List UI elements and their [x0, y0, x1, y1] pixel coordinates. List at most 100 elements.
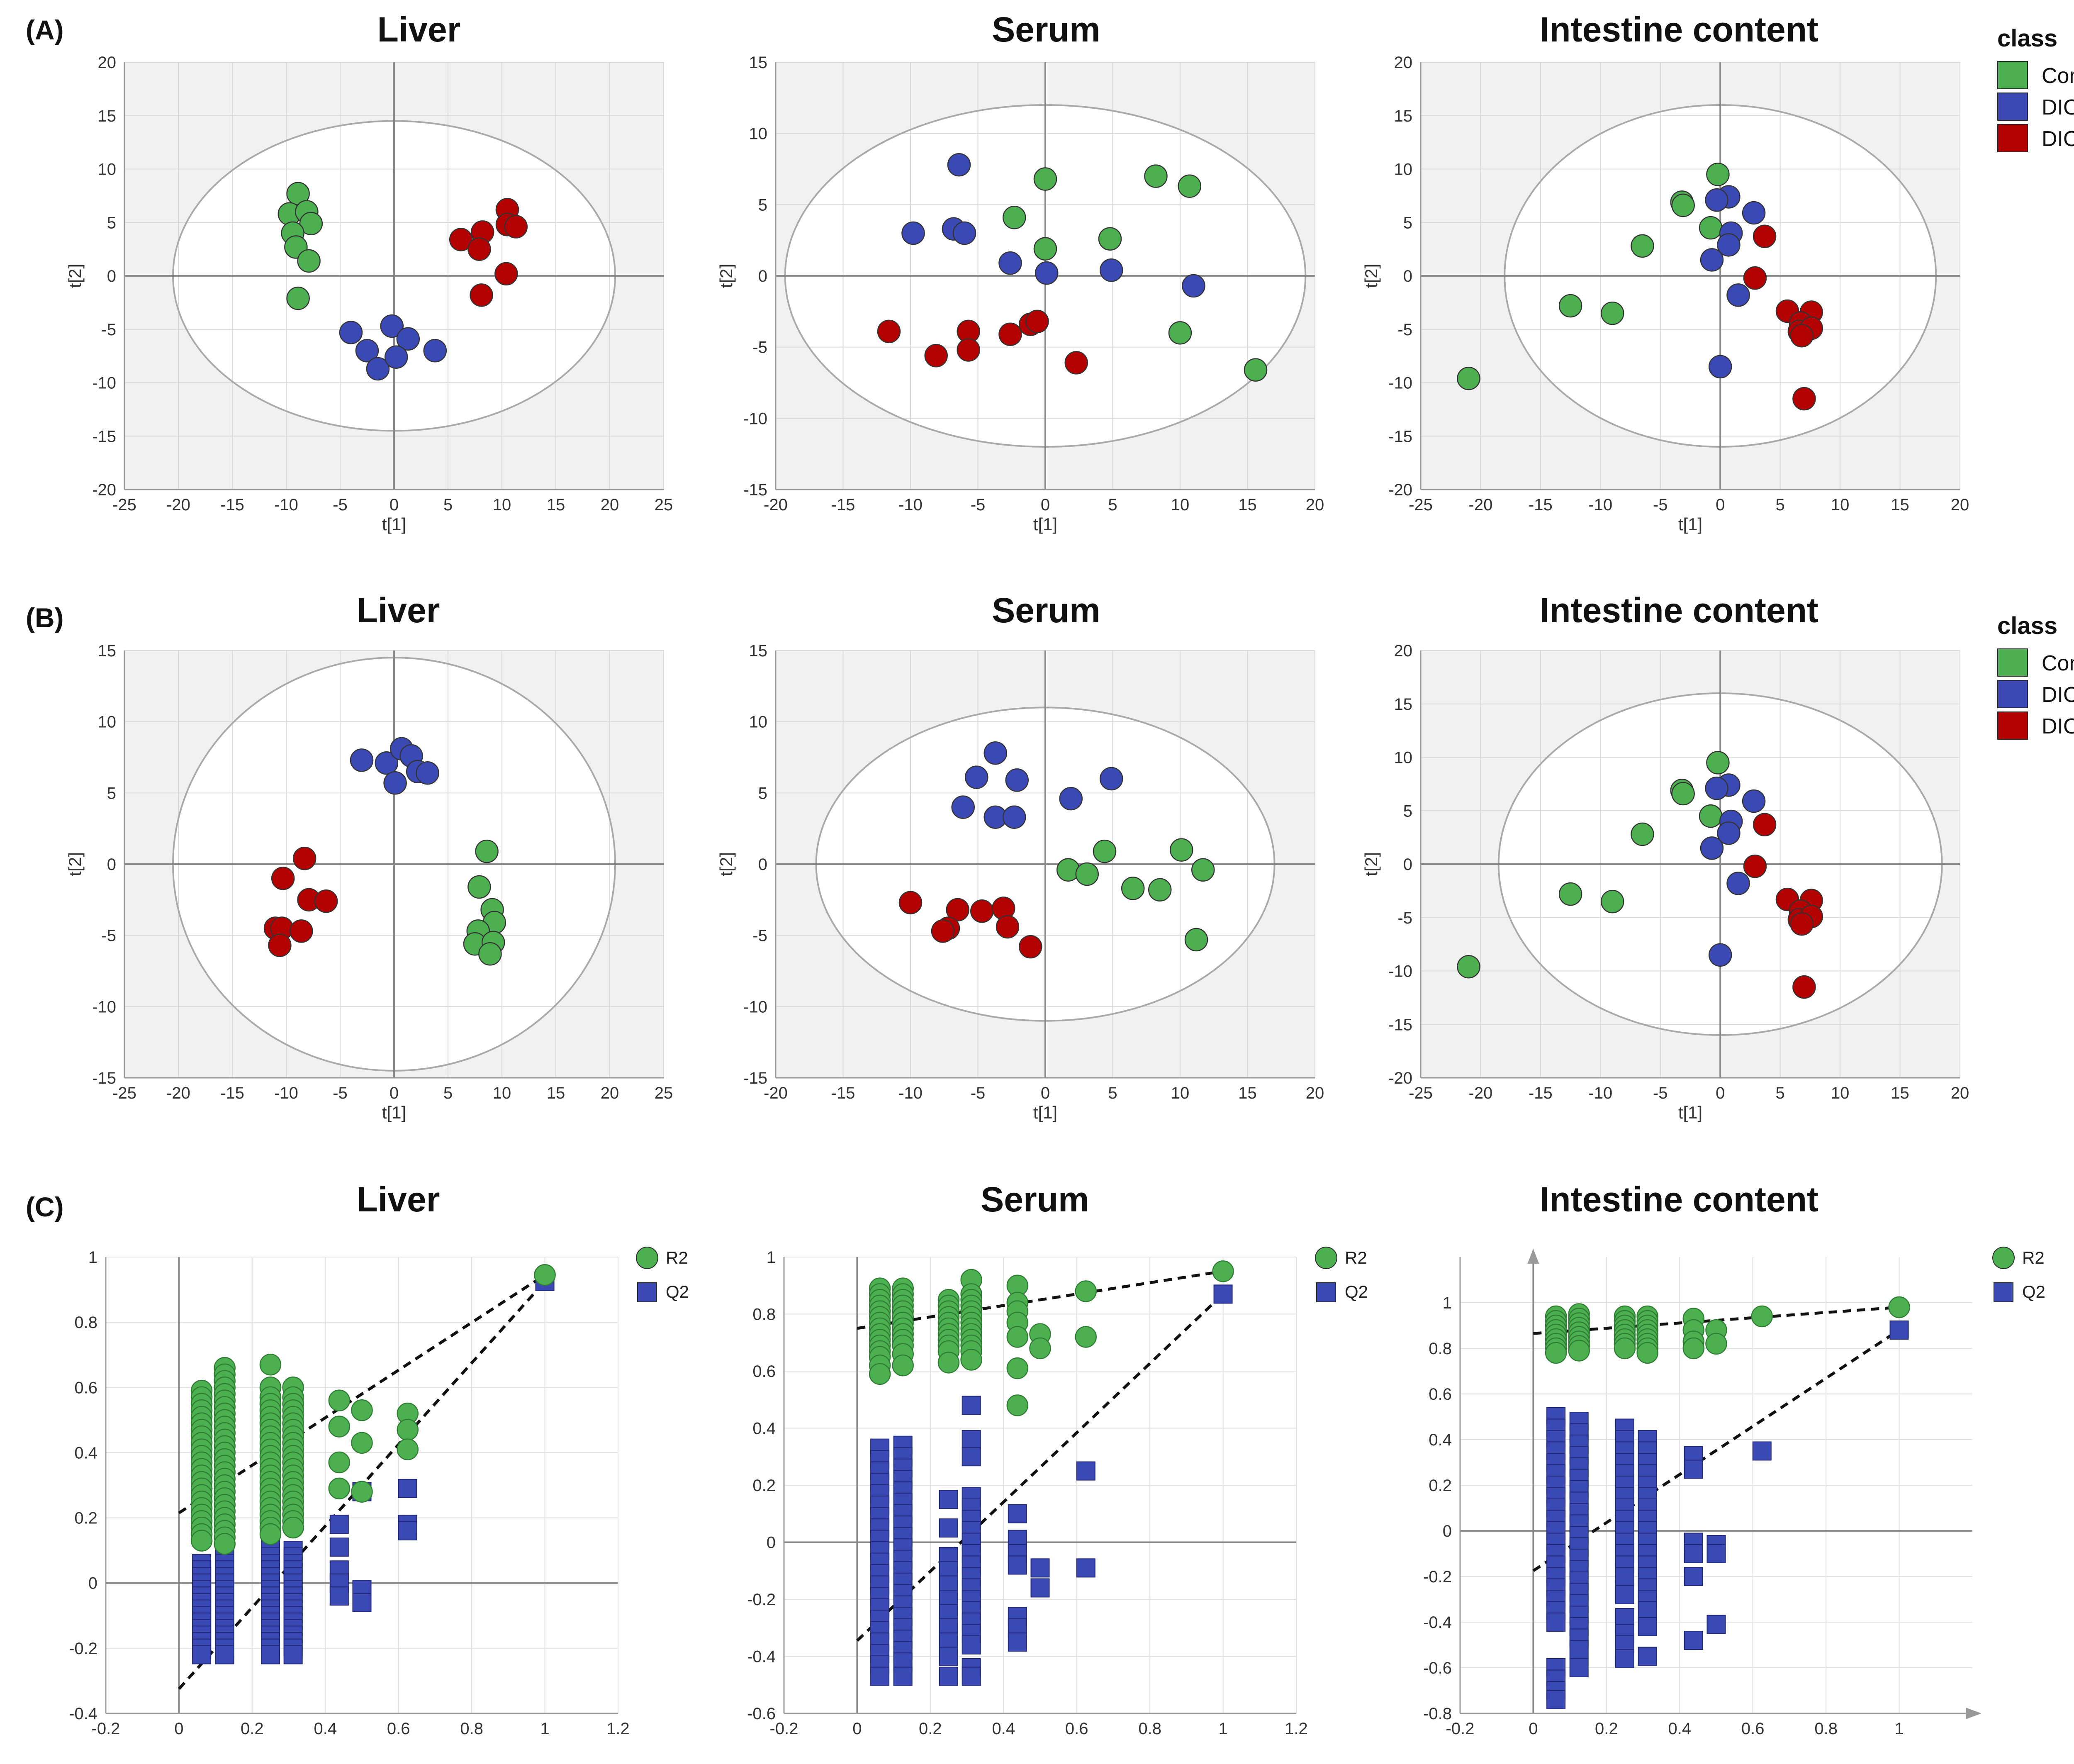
score-point-control — [475, 839, 499, 863]
y-tick-label: -15 — [743, 1069, 767, 1087]
y-tick-label: 15 — [1394, 107, 1413, 125]
q2-point — [962, 1396, 981, 1415]
legend-label-control: Control — [2042, 64, 2074, 88]
x-tick-label: -20 — [1469, 1084, 1493, 1102]
y-tick-label: -5 — [101, 321, 116, 339]
y-tick-label: 10 — [1394, 161, 1413, 179]
score-point-control — [1457, 955, 1480, 979]
r2-point — [1006, 1326, 1029, 1348]
score-point-dio_ccl4 — [1792, 975, 1816, 999]
score-point-dio — [983, 741, 1007, 765]
y-tick-label: 0.6 — [74, 1379, 97, 1397]
score-point-dio — [1003, 805, 1026, 829]
y-tick-label: -0.8 — [1423, 1705, 1452, 1723]
score-point-control — [1168, 321, 1192, 345]
y-tick-label: 10 — [98, 713, 117, 731]
score-point-dio — [1005, 768, 1029, 792]
y-tick-label: -5 — [1397, 321, 1412, 339]
q2-point — [1569, 1658, 1589, 1677]
q2-point — [1008, 1555, 1027, 1575]
score-point-dio — [423, 339, 447, 363]
plot-c-serum: -0.2 0 0.2 0.4 0.6 0.8 1 1.2 -0.6 -0.4 -0.2 0 0.2 0.4… — [747, 1248, 1308, 1738]
y-tick-label: 0.4 — [1429, 1431, 1452, 1449]
q2-point — [870, 1667, 890, 1686]
legend-label-dio: DIO — [2042, 95, 2074, 119]
score-point-dio — [1182, 274, 1205, 298]
score-point-dio — [1708, 943, 1732, 967]
score-point-control — [1558, 294, 1582, 318]
q2-point — [1889, 1321, 1909, 1340]
y-tick-label: 0.4 — [74, 1444, 97, 1462]
q2-point — [893, 1667, 913, 1686]
y-tick-label: -15 — [92, 427, 116, 446]
score-point-dio_ccl4 — [924, 344, 948, 368]
y-axis-label: t[2] — [716, 852, 736, 876]
y-tick-label: 0 — [1403, 855, 1412, 874]
score-point-dio — [396, 327, 420, 351]
y-tick-label: 5 — [1403, 802, 1412, 820]
x-tick-label: 0.2 — [1595, 1720, 1618, 1738]
q2-point — [962, 1667, 981, 1686]
perm-legend-serum: R2 Q2 — [1315, 1247, 1368, 1302]
r2-point — [328, 1389, 351, 1411]
legend-q2-label: Q2 — [2022, 1282, 2045, 1301]
q2-point — [398, 1479, 417, 1498]
y-tick-label: 15 — [749, 642, 768, 660]
q2-point — [352, 1593, 372, 1612]
title-c-serum: Serum — [981, 1180, 1089, 1219]
score-point-dio_ccl4 — [996, 915, 1020, 939]
y-tick-label: -20 — [1388, 1069, 1412, 1087]
q2-point — [1684, 1567, 1703, 1586]
x-tick-label: -10 — [274, 496, 298, 514]
x-tick-label: 20 — [1306, 496, 1324, 514]
score-point-control — [1671, 782, 1695, 806]
r2-point — [328, 1451, 351, 1474]
r2-point — [397, 1438, 419, 1460]
q2-point — [1684, 1459, 1703, 1479]
y-tick-label: 5 — [1403, 214, 1412, 232]
legend-title: class — [1997, 25, 2057, 52]
score-point-dio_ccl4 — [504, 215, 528, 239]
score-point-dio — [1705, 776, 1728, 800]
y-tick-label: -0.6 — [747, 1705, 776, 1723]
score-point-dio_ccl4 — [268, 933, 292, 957]
y-tick-label: 5 — [107, 784, 116, 802]
score-point-control — [299, 212, 323, 236]
score-point-dio — [947, 153, 971, 177]
q2-point — [939, 1518, 958, 1538]
r2-point — [1075, 1280, 1097, 1302]
x-tick-label: -10 — [898, 496, 923, 514]
legend-swatch-control — [1997, 61, 2028, 89]
x-tick-label: 25 — [655, 1084, 673, 1102]
x-axis-label: t[1] — [1678, 1103, 1702, 1122]
legend-q2-label: Q2 — [666, 1282, 689, 1301]
y-tick-label: -5 — [752, 927, 767, 945]
y-axis-label: t[2] — [716, 264, 736, 288]
panel-letter-c: (C) — [26, 1191, 64, 1222]
y-tick-label: 1 — [767, 1248, 776, 1267]
x-axis-label: t[1] — [382, 1103, 406, 1122]
y-axis-label: t[2] — [1361, 852, 1381, 876]
r2-point — [1568, 1340, 1590, 1362]
y-tick-label: 0.2 — [752, 1476, 776, 1495]
y-axis-label: t[2] — [1361, 264, 1381, 288]
score-point-dio_ccl4 — [290, 919, 313, 943]
x-tick-label: 0.6 — [1065, 1720, 1088, 1738]
score-point-dio — [1059, 787, 1083, 811]
q2-point — [1008, 1632, 1027, 1652]
plot-b-liver: -25 -20 -15 -10 -5 0 5 10 15 20 25 -15 -10 -5 0 5 10 15 t[… — [65, 642, 673, 1122]
r2-point — [1212, 1260, 1234, 1282]
x-tick-label: 5 — [443, 496, 453, 514]
score-point-dio_ccl4 — [970, 899, 994, 923]
legend-q2-label: Q2 — [1345, 1282, 1368, 1301]
score-point-control — [1699, 216, 1723, 240]
legend-swatch-dio — [1997, 680, 2028, 708]
q2-point — [1752, 1441, 1772, 1461]
x-tick-label: 0.2 — [919, 1720, 942, 1738]
legend-q2-marker — [1994, 1282, 2013, 1302]
x-tick-label: -20 — [166, 1084, 190, 1102]
score-point-control — [1671, 193, 1695, 217]
x-tick-label: -15 — [220, 496, 244, 514]
r2-point — [351, 1399, 373, 1421]
x-tick-label: -25 — [1409, 1084, 1433, 1102]
